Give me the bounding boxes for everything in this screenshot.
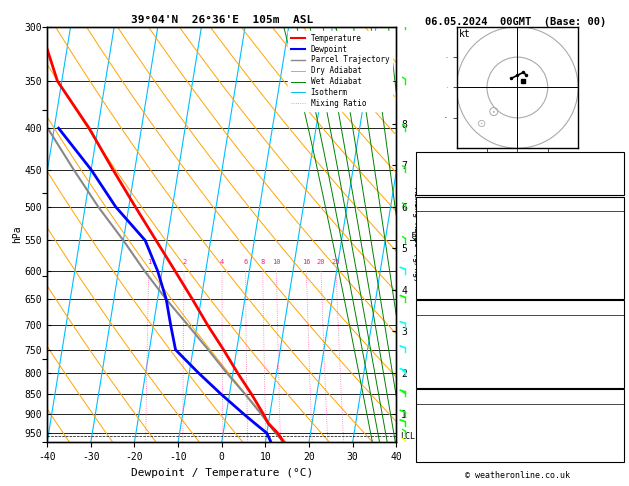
Text: 4: 4 [616,347,621,356]
Text: 1.9: 1.9 [605,184,621,192]
Text: CIN (J): CIN (J) [419,376,457,385]
Text: 16: 16 [302,259,311,265]
Text: 0: 0 [616,273,621,281]
Text: kt: kt [459,29,470,39]
Text: 20: 20 [316,259,325,265]
Text: Temp (°C): Temp (°C) [419,214,467,223]
Text: 975: 975 [605,318,621,327]
Text: Lifted Index: Lifted Index [419,258,484,267]
Text: 0: 0 [616,287,621,296]
Text: Pressure (mb): Pressure (mb) [419,318,489,327]
X-axis label: Dewpoint / Temperature (°C): Dewpoint / Temperature (°C) [131,468,313,478]
Text: 19: 19 [611,421,621,430]
Text: CIN (J): CIN (J) [419,287,457,296]
Text: 14.2: 14.2 [600,214,621,223]
Text: CAPE (J): CAPE (J) [419,362,462,370]
Text: Hodograph: Hodograph [494,392,547,401]
Text: LCL: LCL [400,432,415,440]
Text: 11.3: 11.3 [600,229,621,238]
Text: Lifted Index: Lifted Index [419,347,484,356]
Text: 39°: 39° [605,436,621,445]
Text: 0: 0 [616,376,621,385]
Text: 10: 10 [272,259,281,265]
Text: StmDir: StmDir [419,436,451,445]
Text: Totals Totals: Totals Totals [419,169,489,178]
Text: 8: 8 [260,259,265,265]
Y-axis label: hPa: hPa [12,226,22,243]
Text: 14: 14 [611,451,621,459]
Text: 0: 0 [616,362,621,370]
Text: 22: 22 [611,155,621,163]
Text: θₑ (K): θₑ (K) [419,332,451,341]
Text: K: K [419,155,425,163]
Text: Most Unstable: Most Unstable [482,303,559,312]
Text: 2: 2 [182,259,186,265]
Y-axis label: Mixing Ratio (g/kg): Mixing Ratio (g/kg) [412,187,421,282]
Text: 25: 25 [331,259,340,265]
Text: PW (cm): PW (cm) [419,184,457,192]
Text: 06.05.2024  00GMT  (Base: 00): 06.05.2024 00GMT (Base: 00) [425,17,606,27]
Y-axis label: km
ASL: km ASL [409,226,431,243]
Text: StmSpd (kt): StmSpd (kt) [419,451,478,459]
Text: © weatheronline.co.uk: © weatheronline.co.uk [465,471,569,480]
Text: 311: 311 [605,243,621,252]
Text: 46: 46 [611,169,621,178]
Text: $\odot$: $\odot$ [476,119,486,129]
Text: 311: 311 [605,332,621,341]
Text: Dewp (°C): Dewp (°C) [419,229,467,238]
Text: SREH: SREH [419,421,440,430]
Text: 6: 6 [243,259,248,265]
Title: 39°04'N  26°36'E  105m  ASL: 39°04'N 26°36'E 105m ASL [131,15,313,25]
Text: CAPE (J): CAPE (J) [419,273,462,281]
Text: θₑ(K): θₑ(K) [419,243,446,252]
Text: EH: EH [419,407,430,416]
Text: $\odot$: $\odot$ [487,105,499,119]
Legend: Temperature, Dewpoint, Parcel Trajectory, Dry Adiabat, Wet Adiabat, Isotherm, Mi: Temperature, Dewpoint, Parcel Trajectory… [288,31,392,111]
Text: 1: 1 [147,259,151,265]
Text: 12: 12 [611,407,621,416]
Text: 4: 4 [220,259,224,265]
Text: 4: 4 [616,258,621,267]
Text: Surface: Surface [499,199,541,209]
